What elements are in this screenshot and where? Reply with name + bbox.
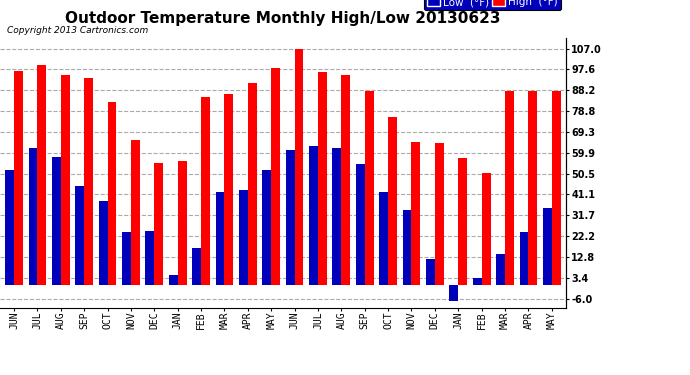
Legend: Low  (°F), High  (°F): Low (°F), High (°F) xyxy=(424,0,560,10)
Bar xyxy=(28,148,37,285)
Bar xyxy=(458,158,467,285)
Bar xyxy=(262,170,271,285)
Bar xyxy=(131,140,140,285)
Bar xyxy=(239,190,248,285)
Bar xyxy=(505,91,514,285)
Bar xyxy=(411,141,420,285)
Bar xyxy=(356,164,365,285)
Bar xyxy=(482,172,491,285)
Bar xyxy=(169,275,178,285)
Bar xyxy=(193,248,201,285)
Bar xyxy=(365,91,373,285)
Bar xyxy=(122,232,131,285)
Bar xyxy=(520,232,529,285)
Bar xyxy=(14,71,23,285)
Bar xyxy=(146,231,155,285)
Bar xyxy=(178,161,186,285)
Bar xyxy=(496,254,505,285)
Bar xyxy=(402,210,411,285)
Bar xyxy=(342,75,351,285)
Bar xyxy=(309,146,318,285)
Bar xyxy=(99,201,108,285)
Bar xyxy=(84,78,93,285)
Bar xyxy=(286,150,295,285)
Bar xyxy=(61,75,70,285)
Bar xyxy=(75,186,84,285)
Text: Outdoor Temperature Monthly High/Low 20130623: Outdoor Temperature Monthly High/Low 201… xyxy=(65,11,501,26)
Bar xyxy=(37,65,46,285)
Bar xyxy=(5,170,14,285)
Bar xyxy=(318,72,327,285)
Bar xyxy=(473,278,482,285)
Bar xyxy=(552,91,561,285)
Bar xyxy=(201,97,210,285)
Bar xyxy=(215,192,224,285)
Bar xyxy=(295,49,304,285)
Bar xyxy=(108,102,117,285)
Bar xyxy=(426,259,435,285)
Bar xyxy=(155,162,164,285)
Bar xyxy=(388,117,397,285)
Bar xyxy=(333,148,342,285)
Bar xyxy=(435,142,444,285)
Bar xyxy=(380,192,388,285)
Bar xyxy=(271,69,280,285)
Bar xyxy=(224,94,233,285)
Bar xyxy=(543,208,552,285)
Bar xyxy=(449,285,458,301)
Bar xyxy=(52,157,61,285)
Text: Copyright 2013 Cartronics.com: Copyright 2013 Cartronics.com xyxy=(7,26,148,35)
Bar xyxy=(529,91,538,285)
Bar xyxy=(248,83,257,285)
